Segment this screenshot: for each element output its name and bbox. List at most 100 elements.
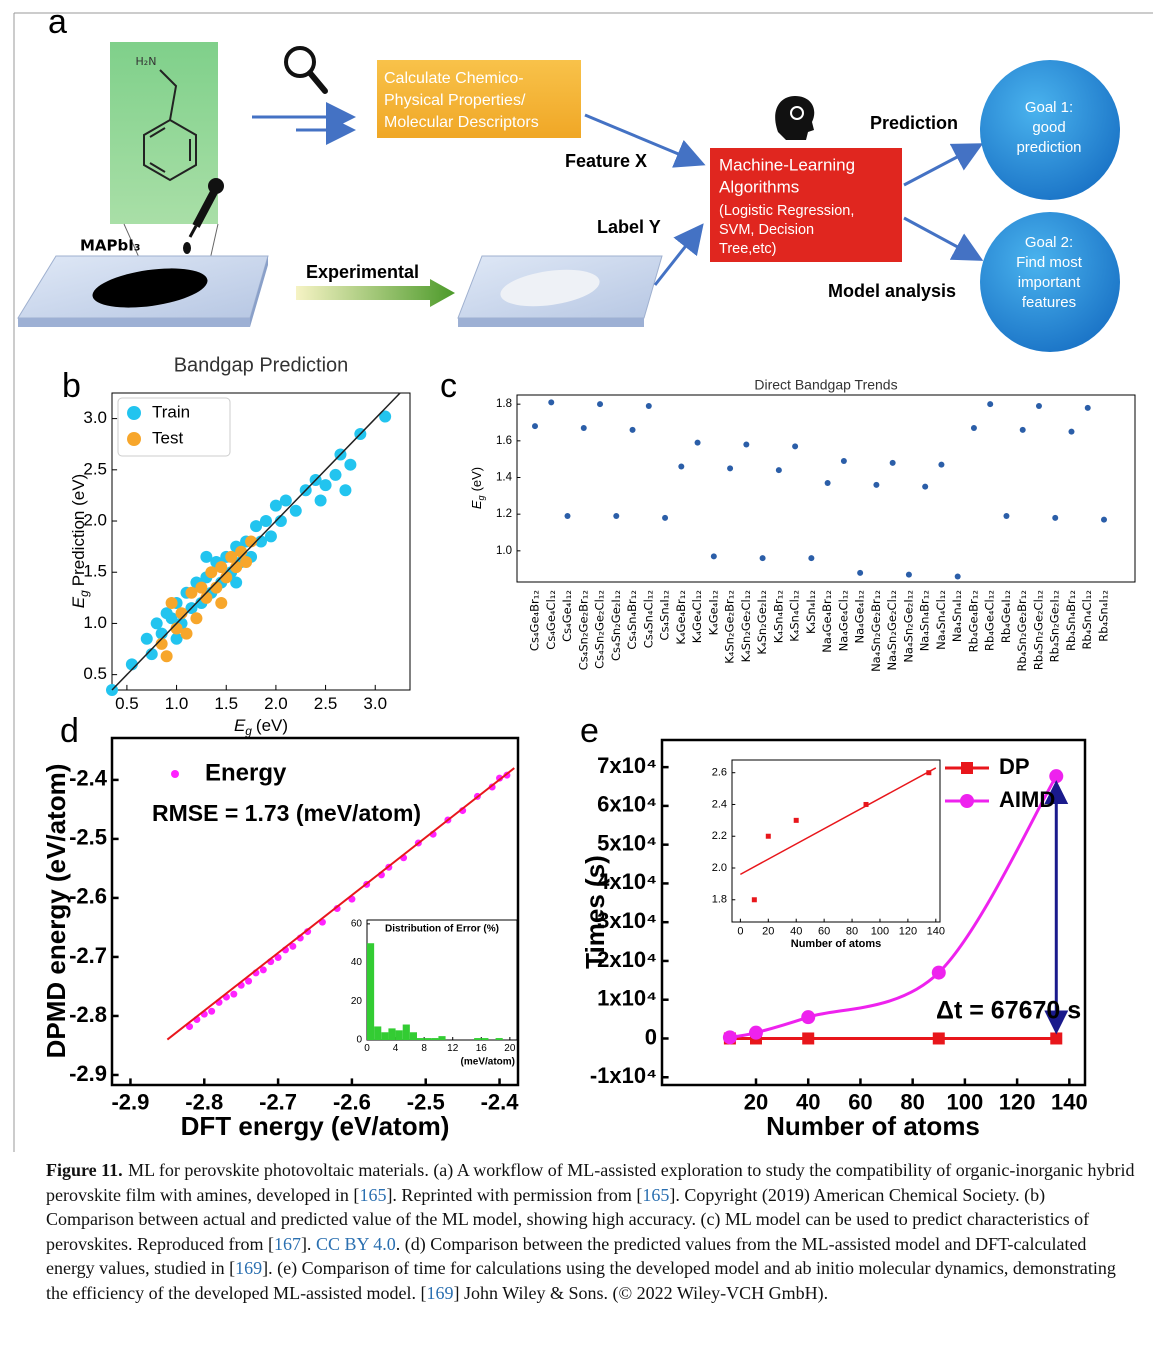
y-axis-label: DPMD energy (eV/atom) bbox=[41, 764, 71, 1059]
film bbox=[500, 269, 600, 307]
x-tick-label: Cs₄Sn₂Ge₂Cl₁₂ bbox=[593, 590, 607, 669]
y-tick-label: 1.0 bbox=[496, 545, 512, 557]
data-point bbox=[873, 481, 880, 488]
x-tick-label: 4 bbox=[393, 1043, 399, 1054]
x-tick-label: K₄Sn₂Ge₂Br₁₂ bbox=[723, 590, 737, 664]
data-point bbox=[140, 632, 153, 645]
legend-marker bbox=[171, 770, 179, 778]
caption-text: ]. (e) Comparison of time for calculatio… bbox=[46, 1258, 1116, 1303]
data-point bbox=[802, 1032, 815, 1045]
x-tick-label: K₄Ge₄Br₁₂ bbox=[674, 590, 688, 645]
y-tick-label: 4x10⁴ bbox=[597, 869, 657, 894]
goal-text: prediction bbox=[1016, 139, 1081, 156]
x-tick-label: Cs₄Ge₄I₁₂ bbox=[560, 590, 574, 642]
data-point bbox=[548, 399, 555, 406]
plot-frame bbox=[731, 759, 941, 923]
label-unit: (eV) bbox=[256, 716, 288, 735]
histogram-bar bbox=[381, 1032, 389, 1040]
analysis-label: Model analysis bbox=[828, 281, 956, 301]
data-point bbox=[269, 499, 282, 512]
caption-reference[interactable]: CC BY 4.0 bbox=[315, 1233, 396, 1254]
panel-label: a bbox=[48, 3, 67, 41]
molecule-bonds bbox=[149, 69, 191, 173]
label-subscript: g bbox=[245, 724, 252, 738]
y-tick-label: 6x10⁴ bbox=[597, 792, 657, 817]
x-tick-label: 20 bbox=[762, 925, 774, 937]
data-point bbox=[279, 494, 292, 507]
data-point bbox=[580, 425, 587, 431]
x-tick-label: Rb₄Sn₂Ge₂I₁₂ bbox=[1048, 590, 1062, 662]
caption-text: ]. Copyright (2019) American Chemical So… bbox=[46, 1184, 1090, 1254]
data-point bbox=[857, 569, 864, 576]
data-point bbox=[339, 484, 352, 497]
data-point bbox=[160, 650, 173, 663]
histogram-bar bbox=[438, 1036, 446, 1040]
label-symbol: E bbox=[234, 716, 246, 735]
y-tick-label: 2.2 bbox=[712, 830, 727, 842]
x-tick-label: 20 bbox=[504, 1043, 516, 1054]
x-axis-label: DFT energy (eV/atom) bbox=[181, 1111, 450, 1141]
x-tick-label: 12 bbox=[447, 1043, 459, 1054]
y-axis-label: Times (s) bbox=[580, 855, 610, 969]
label-symbol: E bbox=[69, 596, 88, 608]
data-point bbox=[793, 817, 799, 823]
histogram-bar bbox=[424, 1038, 432, 1040]
inset-x-label: (meV/atom) bbox=[461, 1057, 515, 1068]
inset-title: Distribution of Error (%) bbox=[385, 924, 499, 935]
caption-reference[interactable]: 165 bbox=[359, 1184, 387, 1205]
data-point bbox=[200, 550, 213, 563]
goal-text: Find most bbox=[1016, 254, 1083, 271]
box-text: SVM, Decision bbox=[719, 222, 814, 238]
y-axis-label: Eg Prediction (eV) bbox=[69, 474, 91, 608]
data-point bbox=[597, 401, 604, 408]
caption-reference[interactable]: 169 bbox=[235, 1258, 263, 1279]
data-point bbox=[645, 403, 652, 409]
histogram-bar bbox=[374, 1026, 382, 1040]
caption-reference[interactable]: 167 bbox=[273, 1233, 301, 1254]
y-tick-label: 0 bbox=[645, 1024, 657, 1049]
caption-reference[interactable]: 165 bbox=[642, 1184, 670, 1205]
x-axis-label: Eg (eV) bbox=[234, 716, 288, 738]
caption-reference[interactable]: 169 bbox=[426, 1282, 454, 1303]
data-point bbox=[710, 553, 717, 560]
data-point bbox=[751, 897, 757, 903]
histogram-bar bbox=[431, 1038, 439, 1040]
x-tick-label: Na₄Sn₄Br₁₂ bbox=[918, 590, 932, 651]
data-point bbox=[613, 513, 620, 519]
goal-text: good bbox=[1032, 119, 1065, 136]
y-tick-label: 2.0 bbox=[83, 511, 107, 530]
x-tick-label: Rb₄Sn₂Ge₂Cl₁₂ bbox=[1031, 590, 1045, 670]
y-tick-label: -1x10⁴ bbox=[590, 1063, 657, 1088]
caption-text: ]. bbox=[300, 1233, 316, 1254]
data-point bbox=[1101, 516, 1107, 523]
substrate-edge bbox=[458, 318, 644, 327]
head-gear bbox=[790, 106, 804, 120]
dropper-bulb bbox=[208, 178, 224, 194]
y-tick-label: 1.2 bbox=[496, 508, 512, 520]
inset-x-label: Number of atoms bbox=[791, 938, 881, 950]
x-tick-label: Na₄Sn₂Ge₂Cl₁₂ bbox=[885, 590, 899, 671]
y-tick-label: 2.5 bbox=[83, 459, 107, 478]
data-point bbox=[190, 612, 203, 625]
data-point bbox=[165, 612, 178, 625]
x-tick-label: 2.5 bbox=[314, 694, 338, 713]
x-tick-label: 60 bbox=[818, 925, 830, 937]
y-tick-label: 3.0 bbox=[83, 408, 107, 427]
data-point bbox=[694, 439, 701, 446]
panel-label: d bbox=[60, 712, 79, 750]
data-point bbox=[319, 479, 332, 492]
data-point bbox=[314, 494, 327, 507]
chart: -1x10⁴ 0 1x10⁴ 2x10⁴ 3x10⁴ 4x10⁴ 5x10⁴ 6x10⁴ 7x1… bbox=[580, 738, 1088, 1141]
plot-frame bbox=[366, 919, 518, 1041]
data-point bbox=[808, 555, 815, 562]
data-point bbox=[662, 514, 669, 521]
x-tick-label: 0.5 bbox=[115, 694, 139, 713]
inset-chart: 1.8 2.0 2.2 2.4 2.6 0 20 40 60 80 100 120 140 Number … bbox=[712, 759, 945, 950]
x-tick-label: 100 bbox=[871, 925, 889, 937]
caption-label: Figure 11. bbox=[46, 1160, 123, 1180]
x-tick-label: 0 bbox=[364, 1043, 370, 1054]
data-point bbox=[905, 571, 912, 578]
goal-text: Goal 2: bbox=[1025, 234, 1073, 251]
x-tick-label: Na₄Sn₂Ge₂I₁₂ bbox=[901, 590, 915, 663]
